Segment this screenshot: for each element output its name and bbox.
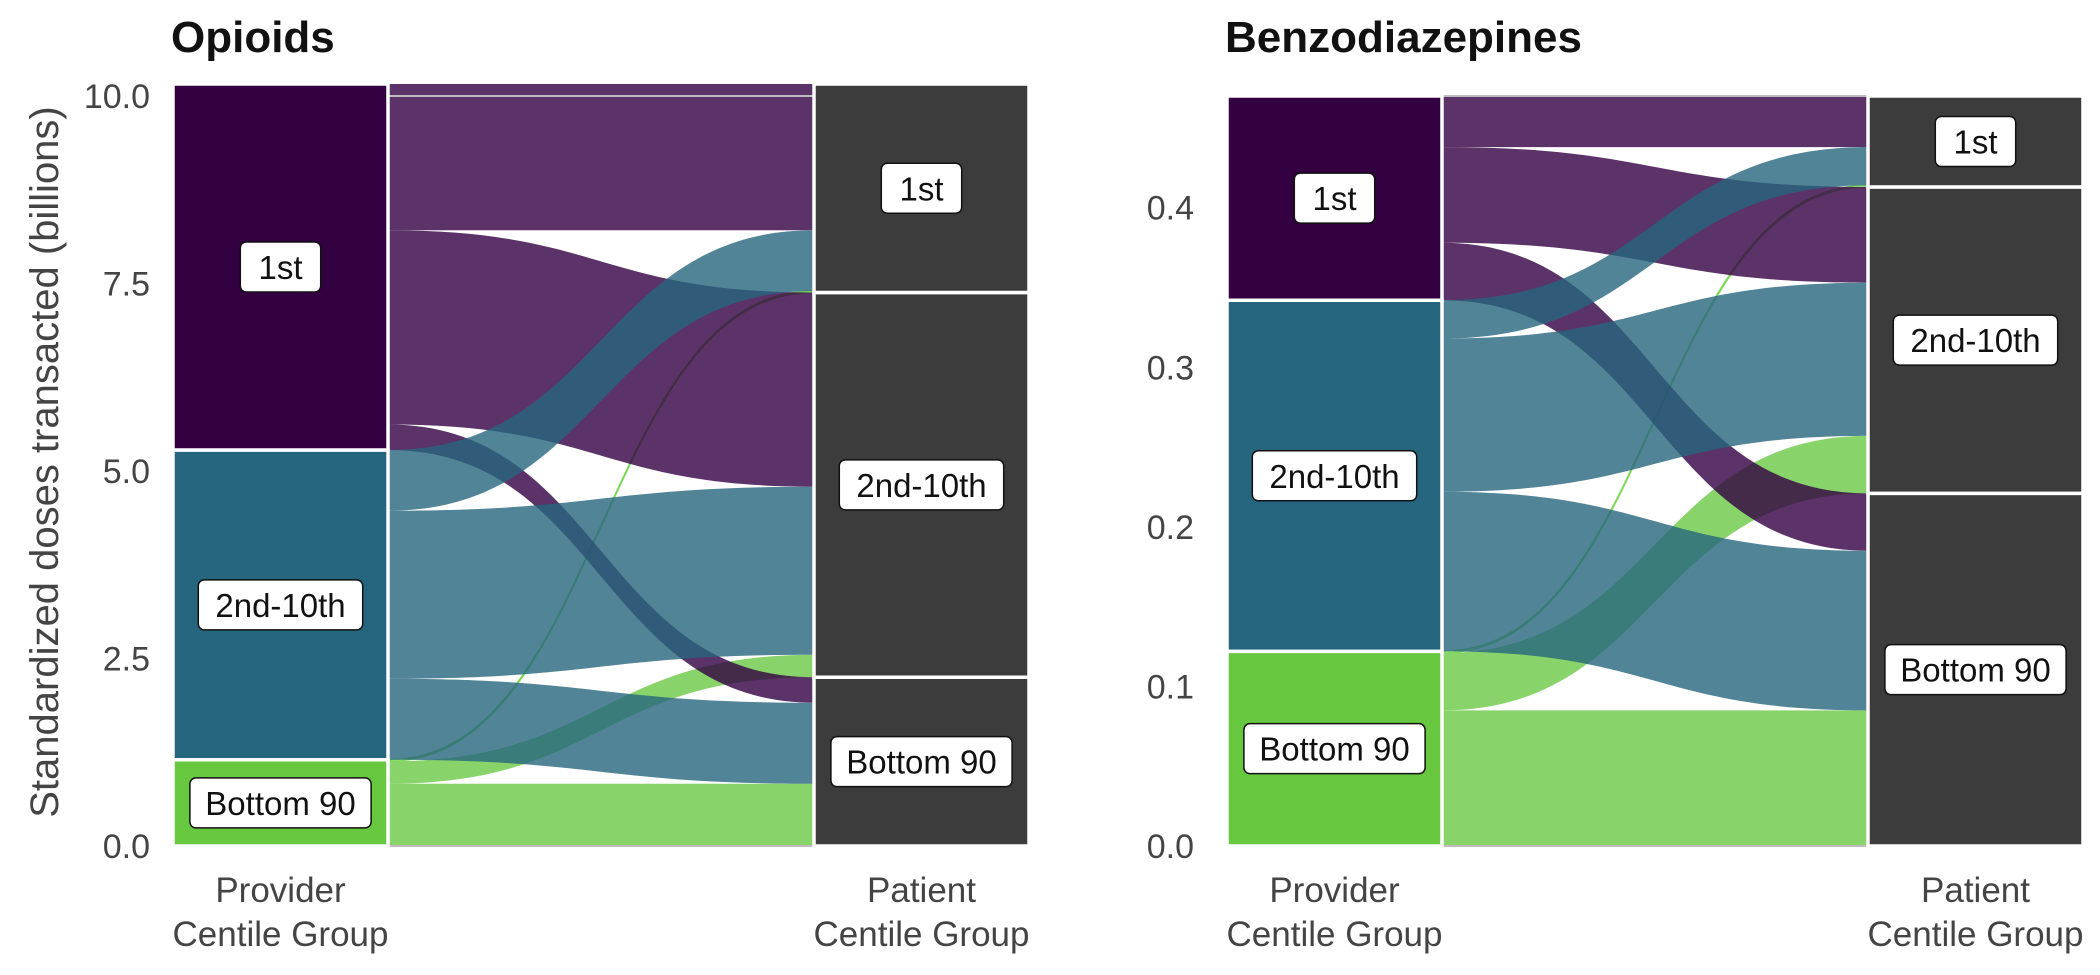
flow-2nd-10th-to-2nd-10th — [1442, 282, 1868, 492]
flows — [1441, 96, 1869, 846]
stratum-label-box — [197, 579, 364, 631]
stratum-label: 1st — [258, 249, 302, 286]
y-tick-label: 5.0 — [103, 453, 150, 491]
flow-2nd-10th-to-bottom-90 — [388, 678, 814, 784]
stratum-label-box — [1892, 314, 2059, 366]
y-tick-label: 0.0 — [103, 828, 150, 866]
stratum-label-box — [1251, 450, 1418, 502]
stratum-label-box — [838, 459, 1005, 511]
stratum-label-box — [189, 777, 372, 829]
y-tick-label: 0.2 — [1147, 509, 1194, 547]
flow-bottom-90-to-bottom-90 — [1442, 710, 1868, 846]
flow-1st-to-1st — [1442, 96, 1868, 148]
panel-benzodiazepines: Benzodiazepines 0.0 0.1 0.2 0.3 0.4 Provider Ce… — [1147, 13, 2085, 954]
flow-1st-to-2nd-10th — [1442, 147, 1868, 283]
y-tick-label: 0.3 — [1147, 349, 1194, 387]
stratum-label: 1st — [1953, 123, 1997, 160]
y-tick-label: 2.5 — [103, 641, 150, 679]
stratum-label: 2nd-10th — [1269, 458, 1399, 495]
stratum-label-box — [1884, 643, 2067, 696]
stratum-label-box — [239, 241, 322, 293]
stratum-label: Bottom 90 — [846, 744, 996, 781]
y-tick-label: 0.4 — [1147, 190, 1194, 228]
stratum-label-box — [1934, 115, 2017, 168]
stratum-label-box — [1293, 172, 1376, 224]
x-category-label: Provider Centile Group — [1227, 871, 1443, 954]
stratum-label: 1st — [899, 170, 943, 207]
stratum-label: 1st — [1312, 180, 1356, 217]
y-axis-label: Standardized doses transacted (billions) — [23, 106, 67, 818]
chart-title: Benzodiazepines — [1225, 13, 1582, 62]
flow-2nd-10th-to-1st — [388, 230, 814, 511]
panel-opioids: Opioids 0.0 2.5 5.0 7.5 10.0 Provider Centile G… — [84, 13, 1031, 954]
y-tick-label: 10.0 — [84, 78, 150, 116]
flow-2nd-10th-to-1st — [1442, 147, 1868, 339]
y-tick-label: 0.1 — [1147, 668, 1194, 706]
flow-2nd-10th-to-2nd-10th — [388, 486, 814, 679]
stratum-label-box — [880, 162, 963, 214]
flow-bottom-90-to-bottom-90 — [388, 783, 814, 846]
patient-stratum-1st — [1866, 94, 2085, 189]
y-tick-label: 0.0 — [1147, 828, 1194, 866]
y-tick-label: 7.5 — [103, 266, 150, 304]
x-category-label: Patient Centile Group — [814, 871, 1030, 954]
stratum-label: 2nd-10th — [215, 587, 345, 624]
stratum-label: 2nd-10th — [856, 467, 986, 504]
x-category-label: Provider Centile Group — [173, 871, 389, 954]
flow-2nd-10th-to-bottom-90 — [1442, 491, 1868, 711]
x-category-label: Patient Centile Group — [1868, 871, 2084, 954]
stratum-label: Bottom 90 — [1900, 652, 2050, 689]
stratum-label: Bottom 90 — [1259, 731, 1409, 768]
chart-title: Opioids — [171, 13, 335, 62]
stratum-label-box — [830, 735, 1013, 788]
flows — [387, 84, 815, 846]
stratum-label: 2nd-10th — [1910, 322, 2040, 359]
stratum-label: Bottom 90 — [205, 785, 355, 822]
stratum-label-box — [1243, 722, 1426, 775]
flow-1st-to-1st — [388, 84, 814, 231]
